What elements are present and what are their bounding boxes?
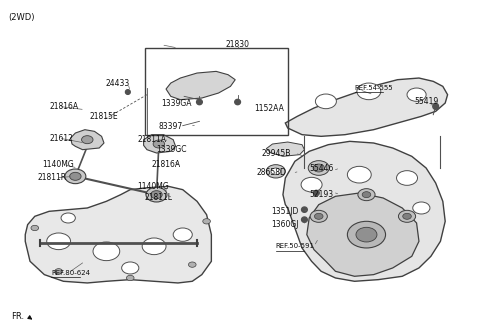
Text: 1351JD: 1351JD [271,207,299,216]
Polygon shape [166,71,235,100]
Polygon shape [71,130,104,150]
Circle shape [357,83,381,100]
Circle shape [146,187,167,202]
Text: REF.50-591: REF.50-591 [276,243,315,249]
Circle shape [308,161,329,175]
Circle shape [151,191,162,199]
Circle shape [142,238,166,255]
Polygon shape [25,186,211,283]
Circle shape [70,172,81,180]
Circle shape [403,213,411,219]
Text: 21830: 21830 [226,40,250,49]
Text: 55419: 55419 [414,97,438,106]
Circle shape [203,219,210,224]
Circle shape [266,165,285,178]
Circle shape [47,233,71,250]
Text: 1339GA: 1339GA [161,98,192,108]
Text: 1152AA: 1152AA [254,103,284,113]
Text: FR.: FR. [11,312,24,321]
Circle shape [271,168,281,175]
Text: 55446: 55446 [309,164,334,172]
Circle shape [31,225,38,230]
Circle shape [61,213,75,223]
Circle shape [313,164,324,172]
Text: 1339GC: 1339GC [156,145,187,154]
Text: 21612: 21612 [49,133,73,142]
Text: 21811R: 21811R [37,173,66,182]
Circle shape [82,136,93,144]
Circle shape [126,275,134,281]
Circle shape [348,166,371,183]
Ellipse shape [197,99,202,105]
Circle shape [413,202,430,214]
Circle shape [189,262,196,267]
Circle shape [315,94,336,109]
Text: REF.80-624: REF.80-624 [51,270,91,276]
Circle shape [65,169,86,184]
Text: 21816A: 21816A [49,102,78,111]
Circle shape [348,221,385,248]
Circle shape [350,228,369,241]
Circle shape [183,82,192,89]
Circle shape [55,269,62,274]
Text: (2WD): (2WD) [9,13,35,22]
Text: 52193: 52193 [309,190,333,199]
Polygon shape [144,135,176,153]
Ellipse shape [235,99,240,105]
Circle shape [121,262,139,274]
Circle shape [209,81,218,87]
Circle shape [356,227,377,242]
Circle shape [407,88,426,101]
Text: REF.54-555: REF.54-555 [355,85,393,91]
Polygon shape [266,142,304,156]
Circle shape [310,210,327,222]
Circle shape [398,210,416,222]
Polygon shape [283,141,445,281]
Circle shape [301,177,322,192]
Circle shape [362,192,371,198]
Polygon shape [307,193,419,276]
Text: 1140MG: 1140MG [42,160,74,169]
Circle shape [312,212,330,224]
Polygon shape [285,78,447,136]
Text: 29945B: 29945B [262,149,291,158]
Circle shape [396,171,418,185]
Text: 83397: 83397 [159,122,183,131]
Circle shape [314,213,323,219]
Ellipse shape [301,207,307,212]
Text: 28658D: 28658D [257,168,287,177]
Text: 21811A: 21811A [137,135,167,144]
Ellipse shape [313,190,319,196]
Circle shape [93,242,120,261]
Circle shape [358,188,375,201]
Circle shape [173,228,192,241]
Text: 1140MG: 1140MG [137,182,169,191]
Ellipse shape [433,103,439,109]
Ellipse shape [125,90,130,94]
Circle shape [153,140,165,148]
Text: 21811L: 21811L [144,194,172,203]
Text: 21815E: 21815E [90,112,118,121]
Ellipse shape [301,217,307,222]
Text: 21816A: 21816A [152,160,181,169]
Text: 1360GJ: 1360GJ [271,220,299,229]
Text: 24433: 24433 [106,79,130,88]
Bar [144,48,288,135]
